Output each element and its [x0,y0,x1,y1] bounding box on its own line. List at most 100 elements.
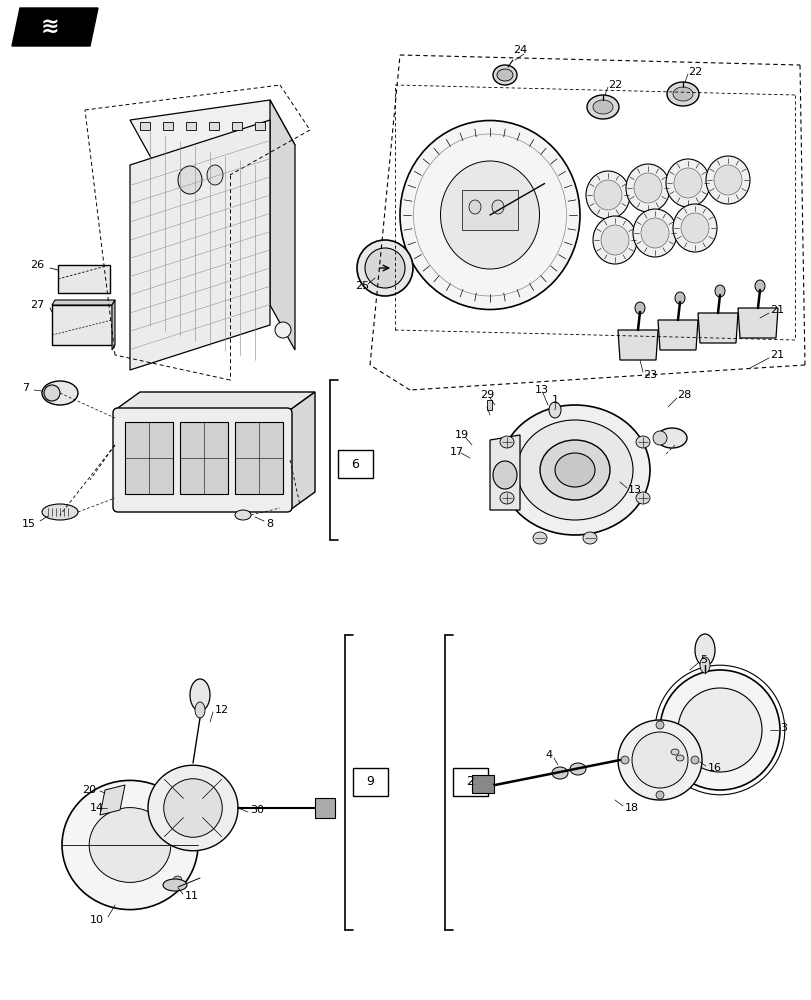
Polygon shape [130,120,270,370]
Ellipse shape [548,402,560,418]
Ellipse shape [163,879,187,891]
Ellipse shape [600,225,629,255]
Ellipse shape [673,168,702,198]
Bar [58,265,109,293]
Polygon shape [657,320,697,350]
Bar [255,122,264,130]
Ellipse shape [148,765,238,851]
Bar [180,422,228,494]
Ellipse shape [699,657,709,673]
Ellipse shape [656,428,686,448]
Ellipse shape [652,431,666,445]
Ellipse shape [676,755,683,761]
Text: 28: 28 [676,390,690,400]
Ellipse shape [554,453,594,487]
Ellipse shape [582,532,596,544]
Ellipse shape [592,100,612,114]
Polygon shape [115,392,315,410]
Ellipse shape [500,492,513,504]
Ellipse shape [178,166,202,194]
Ellipse shape [190,679,210,711]
Ellipse shape [672,204,716,252]
Text: 5: 5 [699,655,706,665]
Text: 3: 3 [779,723,786,733]
Ellipse shape [532,532,547,544]
Ellipse shape [569,763,586,775]
Text: 22: 22 [687,67,702,77]
Ellipse shape [517,420,633,520]
Polygon shape [489,435,519,510]
Text: 29: 29 [479,390,494,400]
Ellipse shape [164,779,222,837]
Bar [234,422,283,494]
Text: 23: 23 [642,370,656,380]
Text: 18: 18 [624,803,638,813]
Bar [353,768,388,796]
Text: 25: 25 [354,281,369,291]
Text: 16: 16 [707,763,721,773]
Text: 12: 12 [215,705,229,715]
Text: 9: 9 [366,775,374,788]
Polygon shape [100,785,125,815]
Ellipse shape [539,440,609,500]
Ellipse shape [275,322,290,338]
Ellipse shape [672,87,692,101]
Text: ≋: ≋ [41,17,59,37]
Bar [315,798,335,818]
Ellipse shape [674,292,684,304]
Ellipse shape [234,510,251,520]
Ellipse shape [666,82,698,106]
Bar [487,400,491,410]
Ellipse shape [207,165,223,185]
Ellipse shape [89,808,170,882]
Ellipse shape [633,209,676,257]
Bar [52,305,112,345]
Ellipse shape [714,285,724,297]
Polygon shape [112,300,115,350]
Ellipse shape [592,216,636,264]
Ellipse shape [633,173,661,203]
Ellipse shape [500,405,649,535]
Ellipse shape [620,756,629,764]
Ellipse shape [655,721,663,729]
Ellipse shape [500,436,513,448]
Ellipse shape [42,504,78,520]
Bar [337,450,372,478]
Polygon shape [290,392,315,510]
Ellipse shape [492,461,517,489]
Ellipse shape [665,159,709,207]
Ellipse shape [594,180,621,210]
Bar [453,768,487,796]
FancyBboxPatch shape [113,408,292,512]
Ellipse shape [680,213,708,243]
Ellipse shape [617,720,702,800]
Ellipse shape [634,302,644,314]
Ellipse shape [42,381,78,405]
Ellipse shape [44,385,60,401]
Text: 13: 13 [627,485,642,495]
Ellipse shape [174,876,182,882]
Bar [139,122,150,130]
Text: 2: 2 [466,775,474,788]
Bar [232,122,242,130]
Ellipse shape [195,702,204,718]
Ellipse shape [491,200,504,214]
Bar [115,410,290,510]
Ellipse shape [659,670,779,790]
Ellipse shape [677,688,761,772]
Polygon shape [737,308,777,338]
Polygon shape [130,100,294,165]
Text: 17: 17 [449,447,464,457]
Text: 6: 6 [350,458,358,471]
Bar [461,190,517,230]
Text: 15: 15 [22,519,36,529]
Polygon shape [52,300,115,305]
Ellipse shape [694,634,714,666]
Text: 24: 24 [513,45,526,55]
Text: 4: 4 [544,750,551,760]
Ellipse shape [635,436,649,448]
Text: 11: 11 [185,891,199,901]
Text: 27: 27 [30,300,44,310]
Text: 21: 21 [769,305,783,315]
Polygon shape [697,313,737,343]
